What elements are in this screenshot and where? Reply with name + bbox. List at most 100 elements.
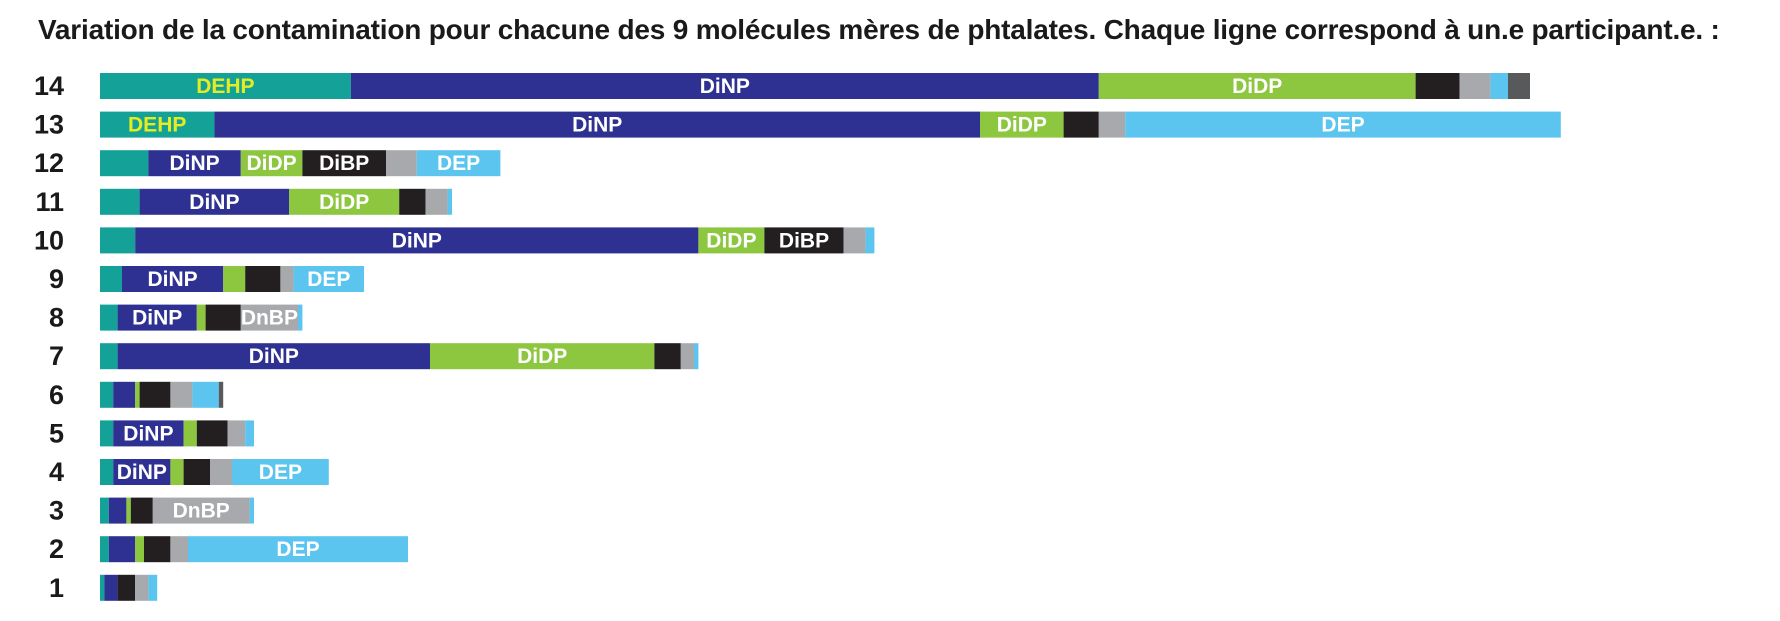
bar-segment	[192, 381, 219, 408]
bar-segment	[100, 304, 118, 331]
bar-segment	[399, 188, 426, 215]
bar-segment	[430, 343, 655, 370]
segment-label: DnBP	[241, 307, 298, 330]
bar-segment	[1508, 73, 1530, 99]
segment-label: DEP	[307, 268, 350, 291]
bar-segment	[170, 459, 184, 485]
bar-segment	[210, 459, 232, 485]
bar-segment	[245, 266, 281, 292]
segment-label: DiBP	[319, 152, 369, 175]
segment-label: DiNP	[117, 461, 167, 484]
bar-segment	[416, 150, 501, 177]
bar-segment	[139, 188, 290, 215]
bar-segment	[680, 343, 694, 370]
bar-segment	[183, 459, 210, 485]
bar-segment	[139, 381, 171, 408]
bar-segment	[218, 381, 224, 408]
bar-segment	[117, 574, 136, 601]
bar-segment	[152, 497, 250, 524]
bar-segment	[135, 381, 140, 408]
bar-segment	[135, 574, 149, 601]
segment-label: DiNP	[392, 229, 442, 252]
bar-segment	[170, 536, 188, 563]
bar-segment	[350, 73, 1099, 99]
participant-label: 4	[49, 457, 64, 487]
bar-segment	[144, 536, 171, 563]
segment-label: DEHP	[196, 75, 254, 98]
bar-segment	[113, 381, 136, 408]
bar-segment	[117, 304, 197, 331]
segment-label: DEP	[259, 461, 302, 484]
bar-segment	[694, 343, 699, 370]
bar-segment	[240, 304, 298, 331]
bar-segment	[196, 304, 206, 331]
segment-label: DiBP	[779, 229, 829, 252]
bar-segment	[108, 497, 127, 524]
segment-label: DiNP	[249, 345, 299, 368]
bar-segment	[240, 150, 303, 177]
bar-segment	[100, 420, 114, 447]
bar-segment	[280, 266, 294, 292]
participant-label: 2	[49, 534, 64, 564]
segment-label: DiDP	[247, 152, 297, 175]
bar-segment	[117, 343, 430, 370]
bar-segment	[183, 420, 197, 447]
bar-segment	[100, 150, 149, 177]
bar-segment	[1063, 111, 1099, 138]
segment-label: DiDP	[1232, 75, 1282, 98]
bar-segment	[223, 266, 246, 292]
bar-segment	[100, 574, 105, 601]
bar-segment	[698, 227, 765, 254]
segment-label: DiDP	[319, 191, 369, 214]
bar-segment	[1098, 111, 1126, 138]
segment-label: DiDP	[517, 345, 567, 368]
bar-segment	[196, 420, 228, 447]
bar-segment	[130, 497, 153, 524]
participant-label: 14	[34, 71, 64, 101]
segment-label: DiNP	[132, 307, 182, 330]
segment-label: DnBP	[173, 500, 230, 523]
bar-segment	[100, 536, 109, 563]
segment-label: DiNP	[123, 422, 173, 445]
bar-segment	[302, 150, 386, 177]
bar-segment	[1490, 73, 1508, 99]
bar-segment	[232, 459, 329, 485]
bar-segment	[289, 188, 400, 215]
bar-segment	[126, 497, 131, 524]
bar-segment	[980, 111, 1064, 138]
segment-label: DEP	[276, 538, 319, 561]
bar-segment	[843, 227, 866, 254]
bar-segment	[113, 420, 184, 447]
participant-label: 9	[49, 264, 64, 294]
bar-segment	[135, 227, 699, 254]
bar-segment	[100, 343, 118, 370]
participant-label: 10	[34, 225, 64, 255]
bar-segment	[188, 536, 408, 563]
participant-label: 1	[49, 573, 64, 603]
bar-segment	[100, 459, 114, 485]
bar-segment	[100, 73, 351, 99]
participant-label: 13	[34, 110, 64, 140]
bar-segment	[1098, 73, 1416, 99]
segment-label: DiNP	[700, 75, 750, 98]
segment-label: DEHP	[128, 114, 186, 137]
bar-segment	[135, 536, 144, 563]
bar-segment	[447, 188, 452, 215]
bar-segment	[100, 111, 215, 138]
bar-segment	[104, 574, 118, 601]
bar-segment	[298, 304, 303, 331]
bar-segment	[654, 343, 681, 370]
segment-label: DiNP	[189, 191, 239, 214]
bar-segment	[293, 266, 364, 292]
bar-segment	[249, 497, 254, 524]
bar-segment	[170, 381, 193, 408]
segment-label: DiNP	[572, 114, 622, 137]
bar-segment	[122, 266, 224, 292]
bar-segment	[1415, 73, 1460, 99]
segment-label: DiNP	[170, 152, 220, 175]
segment-label: DEP	[437, 152, 480, 175]
participant-label: 6	[49, 380, 64, 410]
segment-label: DiDP	[997, 114, 1047, 137]
bar-segment	[100, 188, 140, 215]
segment-label: DiDP	[706, 229, 756, 252]
